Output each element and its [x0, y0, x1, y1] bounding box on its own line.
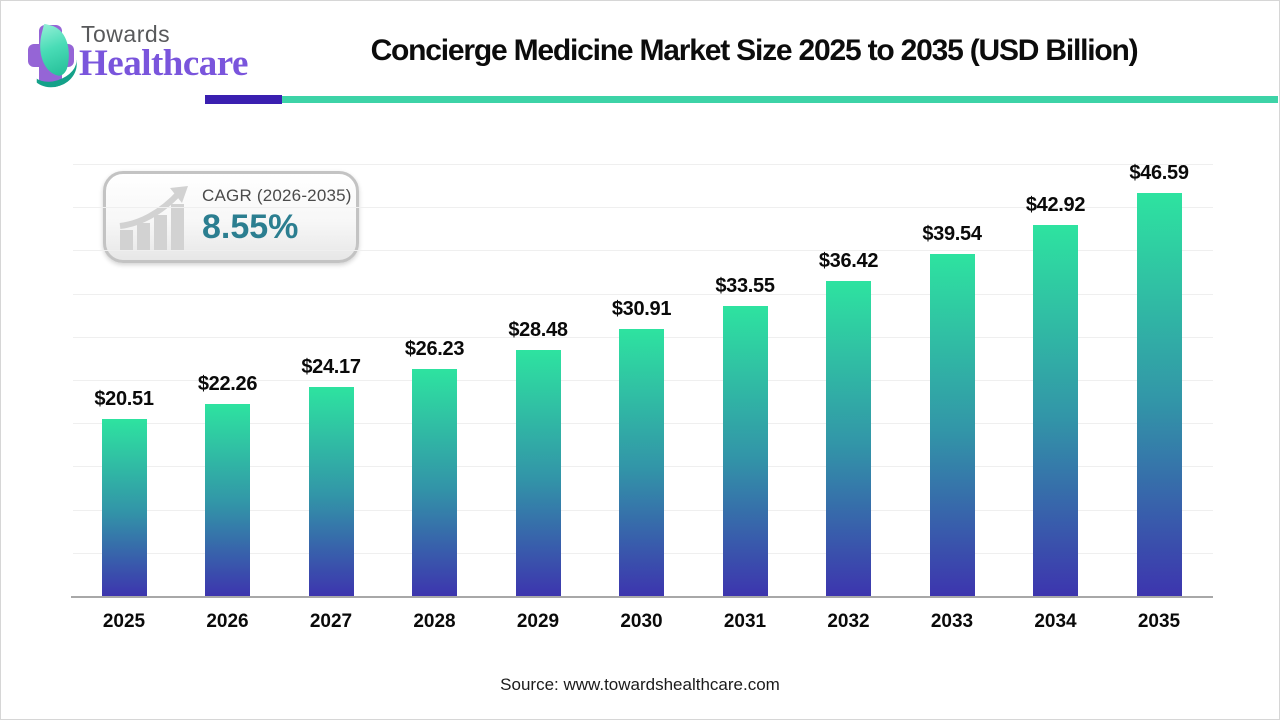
bar-2035: [1136, 193, 1182, 596]
bar-value-label: $20.51: [94, 387, 154, 410]
cagr-value: 8.55%: [202, 208, 299, 246]
bar-2029: [515, 349, 561, 596]
bar-2028: [412, 369, 457, 596]
gridline: [73, 250, 1213, 252]
bar-value-label: $42.92: [1025, 194, 1086, 217]
bar-value-label: $24.17: [301, 356, 361, 379]
title-underline-teal: [282, 96, 1278, 103]
bar-2027: [308, 387, 354, 596]
bar-2030: [619, 328, 664, 596]
bar-chart-up-arrow-icon: [119, 186, 188, 250]
bar-2034: [1033, 225, 1078, 596]
x-axis-tick-label: 2034: [1034, 611, 1077, 632]
brand-name-healthcare: Healthcare: [79, 43, 248, 84]
brand-name-towards: Towards: [81, 21, 171, 47]
bar-2031: [722, 306, 768, 596]
gridline: [73, 293, 1213, 295]
bar-2032: [826, 281, 871, 596]
cagr-label: CAGR (2026-2035): [202, 186, 352, 205]
title-underline-purple: [205, 95, 282, 104]
gridline: [73, 207, 1213, 209]
bar-value-label: $46.59: [1129, 162, 1189, 185]
x-axis-tick-label: 2032: [827, 611, 870, 632]
x-axis-tick-label: 2031: [723, 611, 767, 632]
bar-2026: [205, 403, 250, 596]
x-axis-tick-label: 2033: [930, 611, 974, 632]
bar-value-label: $22.26: [197, 372, 258, 395]
bar-2033: [929, 254, 975, 596]
x-axis-line: [71, 596, 1213, 598]
gridline: [73, 164, 1213, 165]
x-axis-tick-label: 2030: [620, 611, 663, 632]
bar-value-label: $30.91: [611, 297, 672, 320]
chart-title: Concierge Medicine Market Size 2025 to 2…: [370, 34, 1139, 67]
x-axis-tick-label: 2027: [309, 611, 353, 632]
bar-value-label: $39.54: [922, 223, 982, 246]
x-axis-tick-label: 2026: [206, 611, 249, 632]
bar-value-label: $28.48: [508, 318, 568, 341]
bar-value-label: $36.42: [818, 250, 879, 273]
bar-value-label: $33.55: [715, 275, 775, 298]
bar-2025: [101, 418, 147, 596]
x-axis-tick-label: 2028: [413, 611, 456, 632]
bar-value-label: $26.23: [404, 338, 465, 361]
towards-healthcare-logo: Towards Healthcare: [1, 1, 261, 101]
source-note: Source: www.towardshealthcare.com: [500, 675, 780, 694]
x-axis-tick-label: 2029: [516, 611, 560, 632]
x-axis-tick-label: 2035: [1137, 611, 1181, 632]
cagr-badge: CAGR (2026-2035) 8.55%: [103, 171, 359, 263]
x-axis-tick-label: 2025: [102, 611, 146, 632]
